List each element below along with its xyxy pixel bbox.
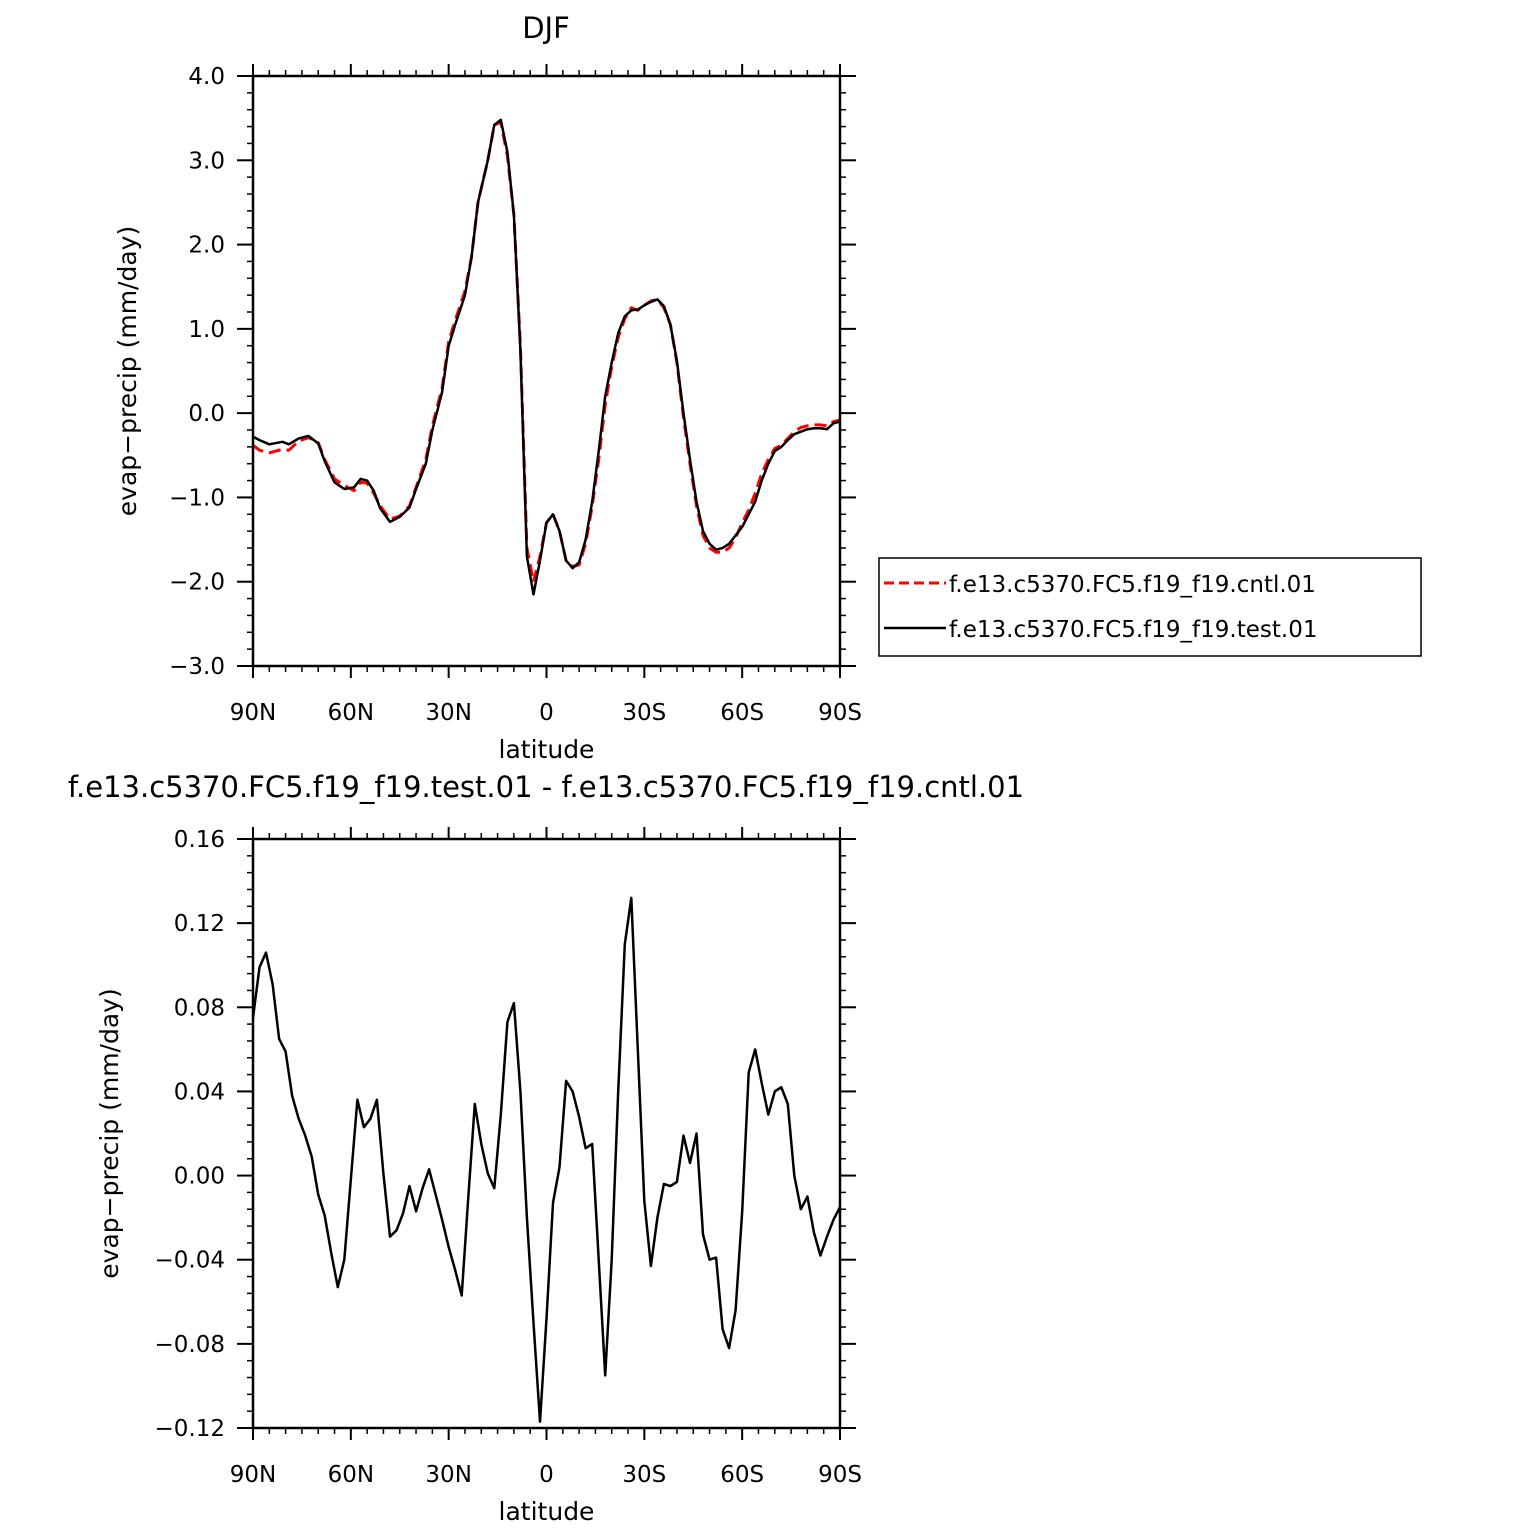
series-line-2 (253, 118, 840, 596)
legend-label-1: f.e13.c5370.FC5.f19_f19.cntl.01 (949, 572, 1316, 598)
y-tick-label: 0.12 (174, 911, 225, 937)
legend-label-2: f.e13.c5370.FC5.f19_f19.test.01 (949, 617, 1317, 643)
x-tick-label: 30N (425, 700, 471, 726)
x-tick-label: 60S (720, 1462, 764, 1488)
chart-title: f.e13.c5370.FC5.f19_f19.test.01 - f.e13.… (68, 770, 1024, 804)
x-axis-label: latitude (499, 735, 595, 764)
x-tick-label: 0 (539, 700, 554, 726)
chart-panel-1: DJF 90N 60N 30N 0 30S 60S 90S −3.0 −2.0 −1.0 0.0 1.0… (113, 11, 1422, 764)
y-tick-label: 2.0 (188, 233, 225, 259)
x-axis-label: latitude (499, 1497, 595, 1526)
series-line-1 (253, 896, 840, 1423)
x-tick-label: 90N (230, 700, 276, 726)
y-tick-label: 0.16 (174, 827, 225, 853)
legend-box (878, 557, 1422, 657)
chart-panel-2: f.e13.c5370.FC5.f19_f19.test.01 - f.e13.… (68, 770, 1024, 1526)
y-tick-label: −2.0 (169, 570, 225, 596)
x-tick-label: 60N (328, 1462, 374, 1488)
legend: f.e13.c5370.FC5.f19_f19.cntl.01 f.e13.c53… (878, 557, 1422, 657)
y-tick-label: 0.00 (174, 1164, 225, 1190)
y-tick-label: 1.0 (188, 317, 225, 343)
x-tick-label: 30S (622, 700, 666, 726)
series-line-1 (253, 120, 840, 584)
x-tick-label: 90S (818, 1462, 862, 1488)
y-axis-label: evap−precip (mm/day) (95, 988, 124, 1278)
y-tick-label: −3.0 (169, 654, 225, 680)
y-axis-label: evap−precip (mm/day) (113, 226, 142, 516)
plot-frame (251, 74, 842, 668)
x-tick-label: 90N (230, 1462, 276, 1488)
y-tick-label: 0.0 (188, 401, 225, 427)
y-tick-label: 0.04 (174, 1079, 225, 1105)
plot-frame (251, 837, 842, 1430)
y-tick-label: −0.08 (155, 1332, 225, 1358)
x-tick-label: 60S (720, 700, 764, 726)
x-tick-label: 60N (328, 700, 374, 726)
x-tick-label: 30N (425, 1462, 471, 1488)
x-tick-label: 30S (622, 1462, 666, 1488)
x-tick-label: 90S (818, 700, 862, 726)
y-tick-label: 0.08 (174, 995, 225, 1021)
x-tick-label: 0 (539, 1462, 554, 1488)
y-tick-label: 4.0 (188, 64, 225, 90)
y-tick-label: −0.12 (155, 1416, 225, 1442)
y-tick-label: 3.0 (188, 148, 225, 174)
y-tick-label: −1.0 (169, 485, 225, 511)
chart-title: DJF (522, 11, 570, 45)
y-tick-label: −0.04 (155, 1248, 225, 1274)
